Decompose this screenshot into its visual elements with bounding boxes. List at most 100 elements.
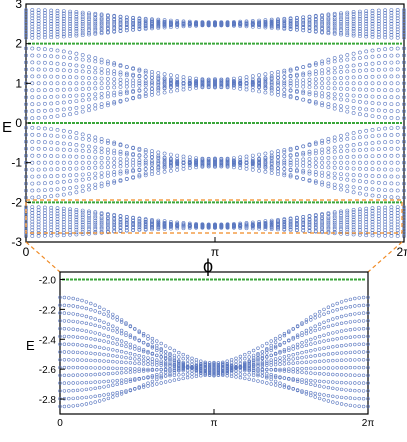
band-marker: [332, 70, 337, 75]
band-marker: [168, 168, 173, 173]
band-marker: [99, 13, 104, 18]
band-marker: [24, 174, 28, 179]
band-marker: [353, 373, 357, 377]
band-marker: [87, 15, 91, 20]
band-marker: [49, 27, 54, 32]
band-marker: [313, 160, 318, 165]
band-marker: [115, 315, 119, 319]
band-marker: [364, 167, 369, 171]
band-marker: [212, 361, 216, 366]
band-marker: [389, 216, 394, 221]
band-marker: [351, 154, 356, 159]
band-marker: [304, 339, 309, 343]
band-marker: [304, 320, 309, 324]
band-marker: [74, 87, 79, 92]
band-marker: [364, 154, 369, 159]
band-marker: [24, 125, 28, 130]
band-marker: [361, 327, 366, 331]
band-marker: [250, 88, 255, 93]
band-marker: [357, 26, 362, 31]
band-marker: [229, 369, 234, 373]
band-marker: [291, 377, 295, 381]
band-marker: [102, 385, 106, 389]
band-marker: [269, 377, 273, 382]
band-marker: [376, 208, 381, 213]
band-marker: [61, 68, 66, 73]
band-marker: [225, 367, 229, 371]
band-marker: [36, 139, 41, 144]
band-marker: [156, 159, 161, 164]
band-marker: [36, 88, 41, 93]
band-marker: [30, 88, 35, 93]
band-marker: [353, 404, 357, 408]
band-marker: [344, 320, 348, 325]
band-marker: [155, 377, 159, 382]
band-marker: [348, 373, 353, 377]
band-marker: [24, 60, 28, 65]
band-marker: [155, 343, 159, 348]
band-marker: [106, 366, 111, 370]
band-marker: [269, 17, 274, 22]
band-marker: [133, 377, 137, 381]
band-marker: [206, 163, 211, 167]
band-marker: [345, 136, 350, 141]
band-marker: [376, 95, 381, 99]
band-marker: [143, 227, 148, 232]
band-marker: [106, 103, 110, 108]
band-marker: [203, 369, 207, 373]
band-marker: [345, 177, 350, 182]
band-marker: [49, 19, 54, 24]
band-marker: [326, 366, 331, 370]
band-marker: [112, 140, 117, 145]
band-marker: [345, 28, 350, 33]
band-marker: [200, 20, 205, 25]
band-marker: [288, 163, 293, 168]
band-marker: [370, 160, 375, 165]
band-marker: [389, 30, 394, 34]
band-marker: [345, 210, 350, 215]
band-marker: [43, 74, 47, 79]
x-tick-label: 2π: [362, 418, 375, 429]
band-marker: [344, 298, 348, 303]
band-marker: [97, 380, 102, 384]
band-marker: [93, 386, 97, 390]
band-marker: [364, 81, 369, 86]
band-marker: [339, 387, 344, 392]
band-marker: [238, 19, 243, 24]
band-marker: [93, 182, 98, 187]
band-marker: [361, 350, 366, 354]
band-marker: [203, 364, 207, 369]
band-marker: [225, 369, 229, 374]
band-marker: [291, 387, 295, 391]
band-marker: [87, 58, 91, 63]
band-marker: [265, 371, 269, 376]
band-marker: [331, 386, 335, 390]
band-marker: [87, 31, 91, 35]
band-marker: [370, 127, 375, 132]
band-marker: [322, 326, 326, 330]
band-marker: [24, 116, 28, 121]
band-marker: [156, 221, 161, 226]
band-marker: [402, 195, 406, 200]
band-marker: [119, 320, 124, 324]
band-marker: [345, 57, 350, 62]
band-marker: [219, 225, 224, 230]
band-marker: [282, 148, 287, 152]
band-marker: [30, 167, 35, 172]
band-marker: [118, 77, 123, 82]
band-marker: [335, 322, 339, 326]
band-marker: [361, 342, 366, 346]
band-marker: [106, 170, 110, 175]
band-marker: [313, 156, 318, 161]
band-marker: [24, 21, 28, 26]
band-marker: [137, 330, 141, 335]
band-marker: [282, 332, 287, 336]
band-marker: [320, 21, 325, 26]
band-marker: [383, 225, 388, 230]
band-marker: [244, 21, 249, 26]
band-marker: [339, 155, 343, 160]
band-marker: [332, 211, 337, 216]
band-marker: [68, 154, 73, 159]
band-marker: [243, 376, 247, 381]
